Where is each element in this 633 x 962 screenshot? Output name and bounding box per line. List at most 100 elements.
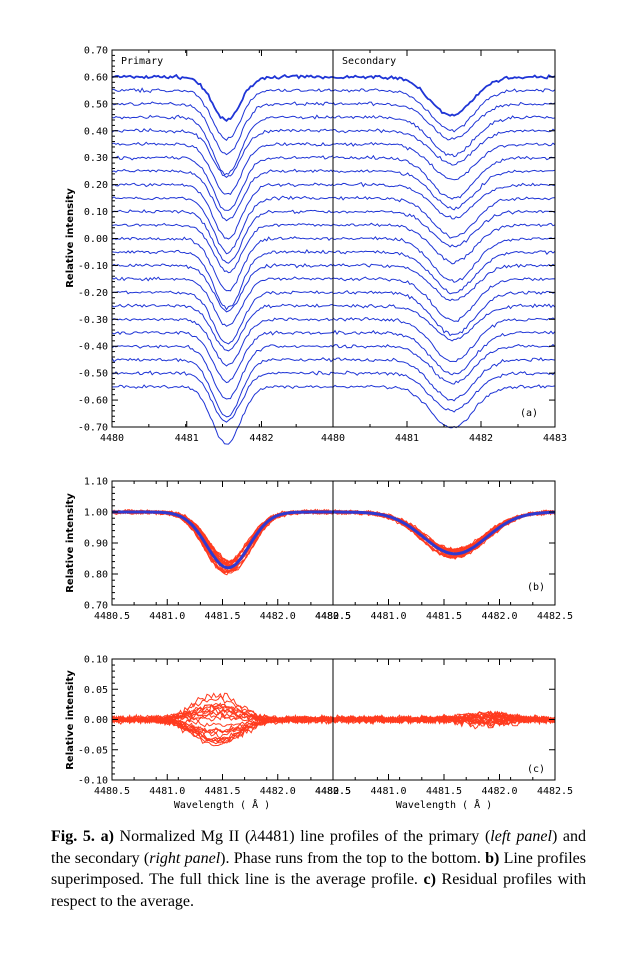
overlay-profile-line [111,509,334,565]
x-tick-label: 4480.5 [315,786,351,797]
profile-line [111,222,334,274]
profile-line [111,209,334,264]
y-tick-label: -0.60 [78,396,108,407]
profile-line [111,101,334,156]
panel-b-overlay-lines [111,508,556,576]
caption-b-text: Line profiles superimposed. The full thi… [51,849,587,889]
x-tick-label: 4482.5 [537,786,573,797]
x-tick-label: 4482.0 [481,611,517,622]
profile-line [111,290,334,345]
y-tick-label: -0.20 [78,288,108,299]
y-tick-label: -0.50 [78,369,108,380]
x-tick-label: 4481 [175,433,199,444]
x-tick-label: 4481.0 [370,786,406,797]
x-tick-label: 4481.0 [149,611,185,622]
profile-line [332,169,556,211]
overlay-profile-line [111,509,334,563]
y-tick-label: -0.70 [78,423,108,434]
profile-line [332,250,556,295]
profile-line [332,236,556,283]
panel-a-primary-label: Primary [121,56,163,67]
residual-line [111,712,334,725]
y-tick-label: 0.60 [84,72,108,83]
profile-line [332,329,556,376]
profile-line [111,141,334,195]
profile-line [332,195,555,239]
profile-line [332,357,556,402]
y-tick-label: 0.50 [84,99,108,110]
x-tick-label: 4482.5 [537,611,573,622]
panel-c-xlabel-right: Wavelength ( Å ) [396,798,492,811]
x-tick-label: 4481.0 [370,611,406,622]
panel-a-profile-lines [111,73,556,445]
profile-line [111,127,334,179]
y-tick-label: 0.30 [84,153,108,164]
profile-line [111,344,334,400]
overlay-profile-line [111,509,334,566]
profile-line [111,155,334,211]
caption-a-text-1: Normalized Mg II ( [113,828,251,845]
profile-line [332,181,556,220]
panel-b-letter: (b) [527,582,545,593]
caption-b-marker: b) [485,849,500,867]
overlay-profile-line [111,509,334,564]
caption-left-panel: left panel [490,828,552,845]
x-tick-label: 4481 [395,433,419,444]
profile-line [332,263,556,302]
profile-line [332,290,556,337]
figure: 0.70 0.60 0.50 0.40 0.30 0.20 0.10 0.00 -0.10 -0.… [65,46,573,812]
y-tick-label: 0.90 [84,539,108,550]
profile-line [111,168,334,222]
y-tick-label: 0.70 [84,46,108,57]
profile-line [111,276,334,327]
x-tick-label: 4480.5 [94,786,130,797]
caption-label: Fig. 5. [51,828,95,845]
profile-line [111,182,334,240]
profile-line [332,74,556,117]
residual-line [332,714,556,725]
y-tick-label: 0.10 [84,207,108,218]
profile-line [332,88,556,133]
profile-line [332,370,556,413]
profile-line [332,303,556,342]
y-tick-label: 1.10 [84,477,108,488]
y-tick-label: 0.40 [84,126,108,137]
x-tick-label: 4482.0 [260,611,296,622]
figure-caption: Fig. 5. a) Normalized Mg II (λ4481) line… [51,826,586,912]
overlay-profile-line [111,508,334,563]
panel-a-axes: 0.70 0.60 0.50 0.40 0.30 0.20 0.10 0.00 -0.10 -0.… [78,46,567,445]
profile-line [332,384,556,429]
overlay-profile-line [111,509,334,565]
profile-line [111,384,334,445]
profile-line [111,303,333,352]
profile-line [332,317,556,363]
y-tick-label: 1.00 [84,508,108,519]
panel-c-xlabel-left: Wavelength ( Å ) [174,798,270,811]
y-tick-label: -0.40 [78,342,108,353]
y-tick-label: 0.00 [84,234,108,245]
x-tick-label: 4481.5 [204,786,240,797]
profile-line [111,248,334,311]
profile-line [332,154,556,200]
residual-line [111,713,334,747]
x-tick-label: 4481.0 [149,786,185,797]
x-tick-label: 4482.5 [315,786,351,797]
overlay-profile-line [111,508,334,563]
caption-a-text-2: 4481) line profiles of the primary ( [257,828,491,845]
profile-line [111,263,334,313]
panel-b-ylabel: Relative intensity [65,493,76,593]
profile-line [111,317,334,367]
x-tick-label: 4480.5 [315,611,351,622]
x-tick-label: 4483 [543,433,567,444]
caption-right-panel: right panel [149,849,221,867]
profile-line [332,141,556,181]
y-tick-label: 0.20 [84,180,108,191]
residual-line [332,715,556,726]
y-tick-label: 0.05 [84,685,108,696]
y-tick-label: 0.00 [84,715,108,726]
caption-a-marker: a) [100,828,114,845]
panel-a: 0.70 0.60 0.50 0.40 0.30 0.20 0.10 0.00 -0.10 -0.… [65,46,567,445]
